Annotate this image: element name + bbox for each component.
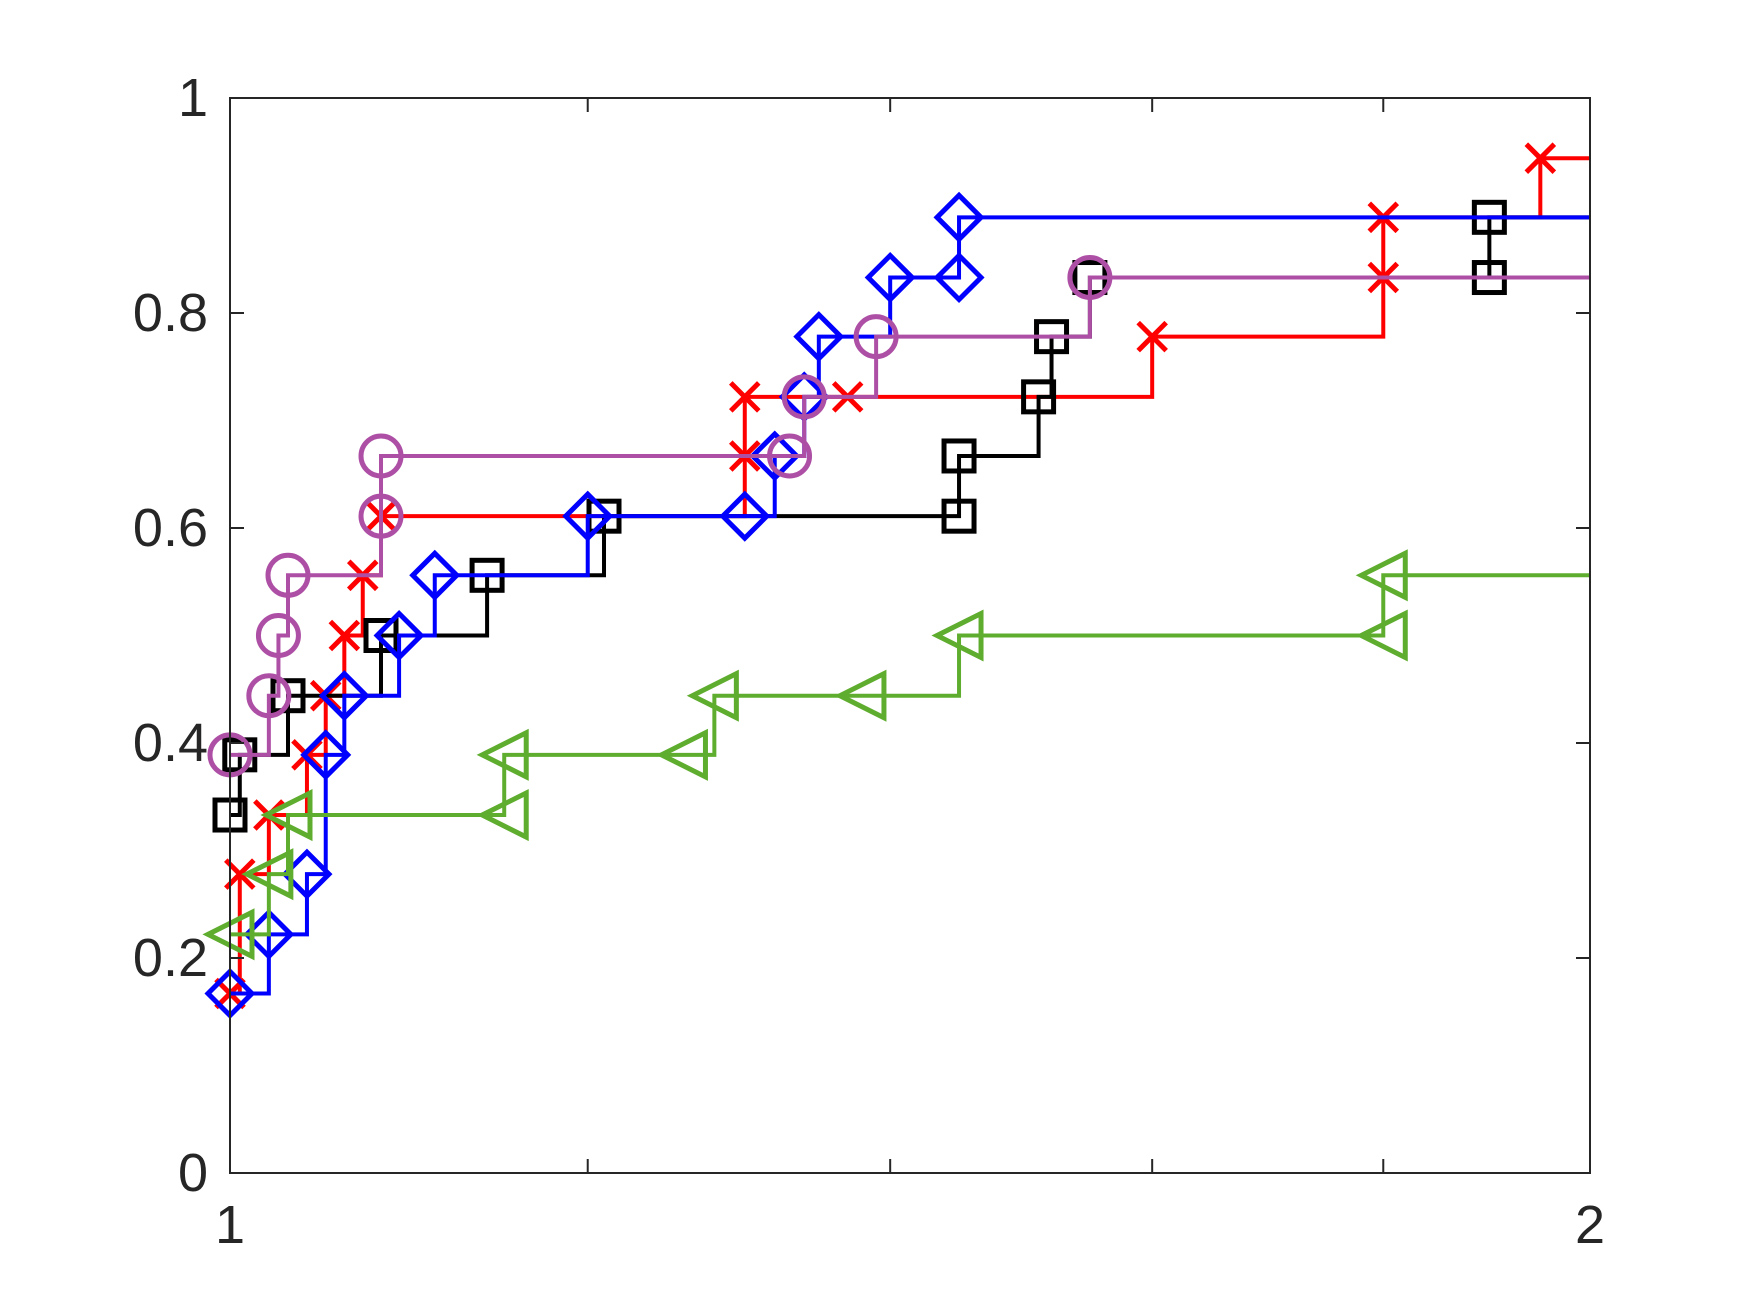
- series-4-line: [230, 275, 1590, 757]
- series-5-point-11: [1355, 549, 1408, 602]
- plot-frame: [229, 97, 1591, 1174]
- y-tick-label-0: 0: [178, 1143, 208, 1203]
- series-4-point-6: [358, 433, 404, 479]
- series-4-point-5: [358, 493, 404, 539]
- series-5: [202, 549, 1590, 961]
- series-1-point-15: [1524, 142, 1557, 174]
- y-tick-label-2: 0.4: [133, 713, 208, 773]
- series-4-point-4: [265, 552, 311, 598]
- series-2-point-4: [363, 618, 399, 653]
- series-3-point-13: [864, 251, 916, 304]
- series-4-point-2: [246, 673, 292, 719]
- series-2-point-8: [941, 438, 977, 474]
- series-5-point-6: [655, 728, 708, 781]
- series-5-point-8: [834, 669, 887, 722]
- series-3-point-14: [933, 251, 985, 304]
- series-5-point-10: [1355, 609, 1408, 662]
- series-4-point-9: [853, 314, 899, 360]
- series-3-point-5: [318, 670, 370, 722]
- y-tick-label-4: 0.8: [133, 283, 208, 343]
- series-3-point-9: [719, 490, 771, 542]
- series-3-point-8: [562, 490, 614, 542]
- series-1-point-6: [328, 619, 361, 652]
- series-2-point-9: [1021, 379, 1057, 415]
- series-1-point-12: [1136, 320, 1168, 353]
- series-3-point-6: [373, 609, 425, 662]
- series-4-point-3: [255, 613, 301, 658]
- series-5-point-7: [686, 669, 739, 722]
- x-tick-label-0: 1: [215, 1195, 245, 1255]
- series-1-point-10: [729, 381, 761, 413]
- series-4-point-7: [767, 433, 813, 479]
- series-3-point-12: [793, 311, 845, 363]
- series-3-line: [230, 215, 1590, 996]
- series-3: [204, 191, 1590, 1020]
- series-5-point-5: [476, 728, 529, 781]
- series-5-point-3: [260, 788, 313, 842]
- y-tick-label-5: 1: [178, 68, 208, 128]
- series-2-point-7: [941, 498, 977, 534]
- series-3-point-7: [409, 549, 461, 601]
- series-5-point-2: [241, 848, 294, 901]
- series-5-line: [230, 573, 1590, 937]
- axes: 0 0.2 0.4 0.6 0.8 1 1 2: [133, 68, 1605, 1255]
- series-4-point-8: [781, 374, 827, 420]
- y-tick-label-1: 0.2: [133, 928, 208, 988]
- series-3-point-10: [749, 430, 801, 482]
- series-3-point-4: [300, 729, 352, 781]
- series-5-point-9: [931, 609, 984, 662]
- data-layer: [202, 142, 1590, 1020]
- series-4-point-10: [1067, 255, 1113, 301]
- series-5-point-4: [476, 788, 529, 842]
- series-4: [207, 255, 1590, 778]
- series-3-point-15: [933, 191, 985, 243]
- x-tick-label-5: 2: [1575, 1195, 1605, 1255]
- y-tick-label-3: 0.6: [133, 498, 208, 558]
